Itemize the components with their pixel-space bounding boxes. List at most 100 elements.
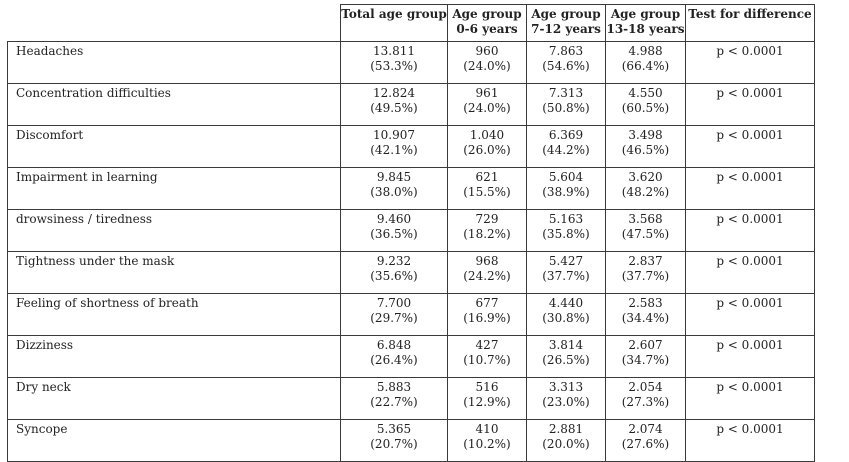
count-value: 2.583 (628, 296, 663, 310)
symptom-label: drowsiness / tiredness (7, 209, 341, 252)
count-value: 5.365 (376, 422, 412, 436)
percent-value: (27.6%) (621, 437, 670, 451)
age-0-6-cell: 621 (15.5%) (447, 167, 527, 210)
age-0-6-cell: 961 (24.0%) (447, 83, 527, 126)
count-value: 427 (475, 338, 499, 352)
count-value: 2.881 (548, 422, 584, 436)
total-cell: 6.848 (26.4%) (340, 335, 448, 378)
table-row: Tightness under the mask 9.232 (35.6%) 968(… (7, 251, 815, 294)
count-value: 2.607 (628, 338, 663, 352)
header-text: Test for difference (688, 7, 812, 21)
total-cell: 9.460 (36.5%) (340, 209, 448, 252)
symptom-label: Tightness under the mask (7, 251, 341, 294)
percent-value: (22.7%) (370, 395, 418, 409)
count-value: 12.824 (373, 86, 415, 100)
age-7-12-cell: 5.163 (35.8%) (526, 209, 606, 252)
total-cell: 10.907 (42.1%) (340, 125, 448, 168)
age-13-18-cell: 2.607 (34.7%) (605, 335, 686, 378)
count-value: 10.907 (373, 128, 415, 142)
percent-value: (38.9%) (542, 185, 590, 199)
percent-value: (60.5%) (621, 101, 670, 115)
count-value: 6.848 (376, 338, 412, 352)
percent-value: (48.2%) (621, 185, 670, 199)
count-value: 5.427 (548, 254, 584, 268)
header-age-group-13-18: Age group 13-18 years (605, 4, 686, 42)
count-value: 2.837 (628, 254, 663, 268)
age-0-6-cell: 1.040 (26.0%) (447, 125, 527, 168)
table-body: Headaches 13.811 (53.3%) 960 (24.0%) 7.863 (54… (7, 41, 815, 462)
percent-value: (34.7%) (621, 353, 670, 367)
count-value: 2.074 (628, 422, 663, 436)
age-7-12-cell: 7.313 (50.8%) (526, 83, 606, 126)
percent-value: (47.5%) (621, 227, 670, 241)
p-value-cell: p < 0.0001 (685, 41, 815, 84)
count-value: 3.814 (548, 338, 584, 352)
percent-value: (37.7%) (621, 269, 670, 283)
symptom-label: Dry neck (7, 377, 341, 420)
count-value: 4.440 (548, 296, 584, 310)
count-value: 5.163 (548, 212, 584, 226)
percent-value: (24.0%) (463, 59, 511, 73)
percent-value: (24.0%) (463, 101, 511, 115)
table-row: Syncope 5.365 (20.7%) 410 (10.2%) 2.881 (20.0%… (7, 419, 815, 462)
table-row: Dry neck 5.883 (22.7%) 516 (12.9%) 3.313 (23.0… (7, 377, 815, 420)
percent-value: (12.9%) (463, 395, 511, 409)
age-13-18-cell: 2.054 (27.3%) (605, 377, 686, 420)
percent-value: (46.5%) (621, 143, 670, 157)
percent-value: (15.5%) (463, 185, 511, 199)
table-row: Impairment in learning 9.845 (38.0%) 621 (15… (7, 167, 815, 210)
age-13-18-cell: 2.837 (37.7%) (605, 251, 686, 294)
total-cell: 7.700 (29.7%) (340, 293, 448, 336)
age-7-12-cell: 4.440 (30.8%) (526, 293, 606, 336)
percent-value: (38.0%) (370, 185, 418, 199)
percent-value: (35.8%) (542, 227, 590, 241)
p-value-cell: p < 0.0001 (685, 293, 815, 336)
age-0-6-cell: 427 (10.7%) (447, 335, 527, 378)
age-7-12-cell: 5.427 (37.7%) (526, 251, 606, 294)
header-text: Total age group (341, 7, 447, 21)
age-7-12-cell: 6.369 (44.2%) (526, 125, 606, 168)
count-value: 516 (475, 380, 499, 394)
count-value: 968 (475, 254, 499, 268)
count-value: 3.568 (628, 212, 663, 226)
count-value: 621 (475, 170, 499, 184)
count-value: 9.232 (376, 254, 412, 268)
table-row: drowsiness / tiredness 9.460 (36.5%) 729 (18… (7, 209, 815, 252)
p-value-cell: p < 0.0001 (685, 83, 815, 126)
percent-value: (35.6%) (370, 269, 418, 283)
percent-value: (24.2%) (463, 269, 511, 283)
age-0-6-cell: 729 (18.2%) (447, 209, 527, 252)
age-13-18-cell: 4.988 (66.4%) (605, 41, 686, 84)
count-value: 6.369 (548, 128, 584, 142)
count-value: 5.883 (376, 380, 412, 394)
percent-value: (42.1%) (370, 143, 418, 157)
percent-value: (26.4%) (370, 353, 418, 367)
age-0-6-cell: 410 (10.2%) (447, 419, 527, 462)
percent-value: (44.2%) (542, 143, 590, 157)
age-13-18-cell: 3.620 (48.2%) (605, 167, 686, 210)
percent-value: (16.9%) (463, 311, 511, 325)
p-value-cell: p < 0.0001 (685, 377, 815, 420)
symptoms-table: Total age group Age group 0-6 years Age … (7, 4, 815, 462)
p-value-cell: p < 0.0001 (685, 251, 815, 294)
percent-value: (27.3%) (621, 395, 670, 409)
count-value: 3.313 (548, 380, 584, 394)
percent-value: (53.3%) (370, 59, 418, 73)
count-value: 9.460 (376, 212, 412, 226)
count-value: 9.845 (376, 170, 412, 184)
header-text: 7-12 years (531, 22, 601, 36)
p-value-cell: p < 0.0001 (685, 125, 815, 168)
percent-value: (26.5%) (542, 353, 590, 367)
count-value: 677 (475, 296, 499, 310)
header-text: 0-6 years (456, 22, 518, 36)
table-row: Feeling of shortness of breath 7.700 (29.7… (7, 293, 815, 336)
table-row: Concentration difficulties 12.824 (49.5%) 9… (7, 83, 815, 126)
header-text: Age group (452, 7, 522, 21)
p-value-cell: p < 0.0001 (685, 335, 815, 378)
symptom-label: Syncope (7, 419, 341, 462)
percent-value: (37.7%) (542, 269, 590, 283)
p-value-cell: p < 0.0001 (685, 167, 815, 210)
percent-value: (10.7%) (463, 353, 511, 367)
percent-value: (29.7%) (370, 311, 418, 325)
header-test-for-difference: Test for difference (685, 4, 815, 42)
